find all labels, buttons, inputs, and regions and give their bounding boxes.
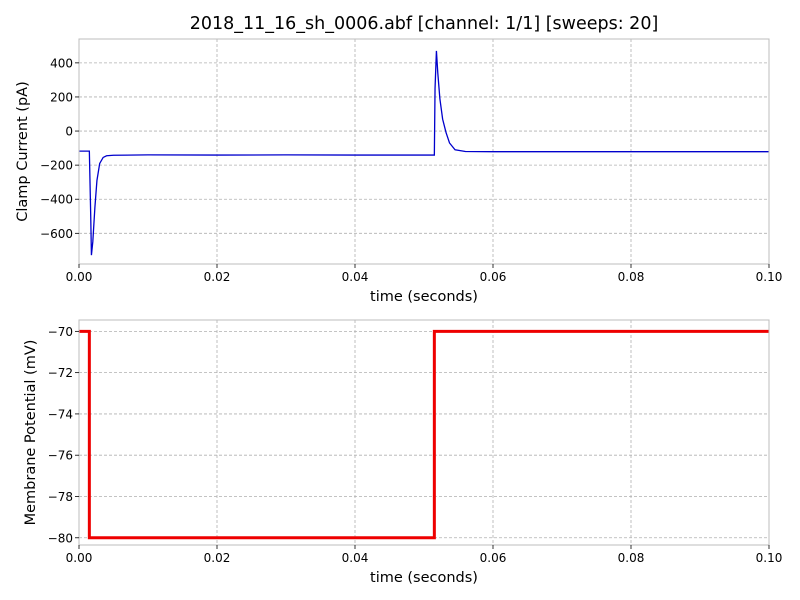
current-x-tick-label: 0.04 [342, 270, 369, 284]
voltage-y-tick-label: −80 [48, 531, 73, 545]
current-y-tick-label: −400 [40, 193, 73, 207]
voltage-x-tick-label: 0.06 [480, 551, 507, 565]
current-series-line [79, 50, 769, 256]
voltage-plot-area [79, 320, 769, 545]
voltage-x-tick-label: 0.04 [342, 551, 369, 565]
current-x-tick-label: 0.08 [618, 270, 645, 284]
voltage-series-group [79, 329, 769, 540]
chart-title: 2018_11_16_sh_0006.abf [channel: 1/1] [s… [190, 14, 659, 34]
current-y-tick-label: −200 [40, 159, 73, 173]
voltage-x-tick-label: 0.00 [66, 551, 93, 565]
voltage-x-tick-label: 0.08 [618, 551, 645, 565]
voltage-frame [78, 319, 770, 546]
current-y-tick-label: 0 [65, 125, 73, 139]
current-x-tick-label: 0.00 [66, 270, 93, 284]
voltage-y-tick-label: −76 [48, 449, 73, 463]
voltage-plot: 0.00 0.02 0.04 0.06 0.08 0.10 −80 −78 −76 −74 −72… [23, 319, 783, 586]
current-x-tick-label: 0.06 [480, 270, 507, 284]
voltage-y-ticks: −80 −78 −76 −74 −72 −70 [48, 325, 79, 545]
current-x-ticks: 0.00 0.02 0.04 0.06 0.08 0.10 [66, 264, 783, 284]
voltage-y-tick-label: −74 [48, 407, 73, 421]
current-y-tick-label: 400 [50, 56, 73, 70]
current-y-ticks: −600 −400 −200 0 200 400 [40, 56, 79, 241]
voltage-x-tick-label: 0.02 [204, 551, 231, 565]
current-x-tick-label: 0.02 [204, 270, 231, 284]
voltage-x-axis-label: time (seconds) [370, 570, 478, 586]
current-y-tick-label: 200 [50, 90, 73, 104]
voltage-y-axis-label: Membrane Potential (mV) [23, 340, 39, 526]
current-series-group [79, 50, 769, 256]
current-x-tick-label: 0.10 [756, 270, 783, 284]
current-x-axis-label: time (seconds) [370, 289, 478, 305]
current-y-tick-label: −600 [40, 227, 73, 241]
current-plot: 0.00 0.02 0.04 0.06 0.08 0.10 −600 −400 −200 0 20… [15, 38, 783, 305]
current-y-axis-label: Clamp Current (pA) [15, 81, 31, 221]
voltage-y-tick-label: −78 [48, 490, 73, 504]
voltage-series-line [79, 329, 769, 540]
current-frame [78, 38, 770, 265]
voltage-y-tick-label: −72 [48, 366, 73, 380]
voltage-y-tick-label: −70 [48, 325, 73, 339]
voltage-x-tick-label: 0.10 [756, 551, 783, 565]
voltage-x-ticks: 0.00 0.02 0.04 0.06 0.08 0.10 [66, 545, 783, 565]
